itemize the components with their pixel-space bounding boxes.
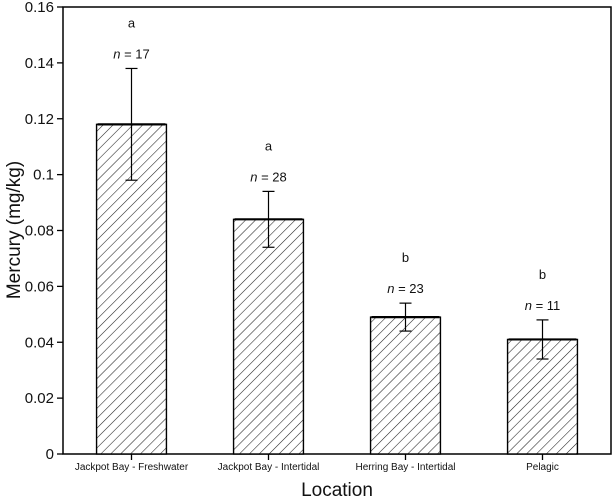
sample-size-value: = 11: [532, 298, 560, 313]
bar: [232, 218, 305, 455]
sample-size-label: n = 17: [113, 46, 150, 61]
x-tick-label: Jackpot Bay - Freshwater: [75, 462, 189, 473]
sample-size-value: = 17: [120, 46, 149, 61]
sample-size-n: n: [250, 169, 257, 184]
y-tick-label: 0.16: [25, 0, 54, 16]
x-tick-label: Herring Bay - Intertidal: [355, 462, 455, 473]
y-tick-label: 0.06: [25, 278, 54, 295]
group-letter: a: [265, 138, 273, 153]
group-letter: b: [402, 250, 409, 265]
bar: [369, 316, 442, 455]
y-tick-label: 0.08: [25, 223, 54, 240]
x-tick-label: Jackpot Bay - Intertidal: [218, 462, 320, 473]
y-axis-title: Mercury (mg/kg): [4, 161, 25, 299]
y-tick-label: 0.04: [25, 334, 54, 351]
sample-size-label: n = 11: [525, 298, 561, 313]
y-tick-label: 0.12: [25, 111, 54, 128]
sample-size-label: n = 23: [387, 281, 424, 296]
y-tick-label: 0.02: [25, 390, 54, 407]
group-letter: a: [128, 15, 136, 30]
y-tick-label: 0.14: [25, 55, 54, 72]
y-axis: 0 0.02 0.04 0.06 0.08 0.1 0.12 0.14 0.16: [25, 0, 63, 463]
sample-size-value: = 28: [257, 169, 286, 184]
x-tick-label: Pelagic: [526, 462, 559, 473]
sample-size-label: n = 28: [250, 169, 287, 184]
bar-series: Jackpot Bay - Freshwater n = 17 a Jackpot B…: [75, 15, 579, 473]
sample-size-n: n: [525, 298, 532, 313]
y-tick-label: 0.1: [33, 167, 54, 184]
y-tick-label: 0: [46, 446, 54, 463]
x-axis-title: Location: [301, 480, 373, 501]
sample-size-value: = 23: [394, 281, 423, 296]
sample-size-n: n: [113, 46, 120, 61]
group-letter: b: [539, 267, 546, 282]
sample-size-n: n: [387, 281, 394, 296]
